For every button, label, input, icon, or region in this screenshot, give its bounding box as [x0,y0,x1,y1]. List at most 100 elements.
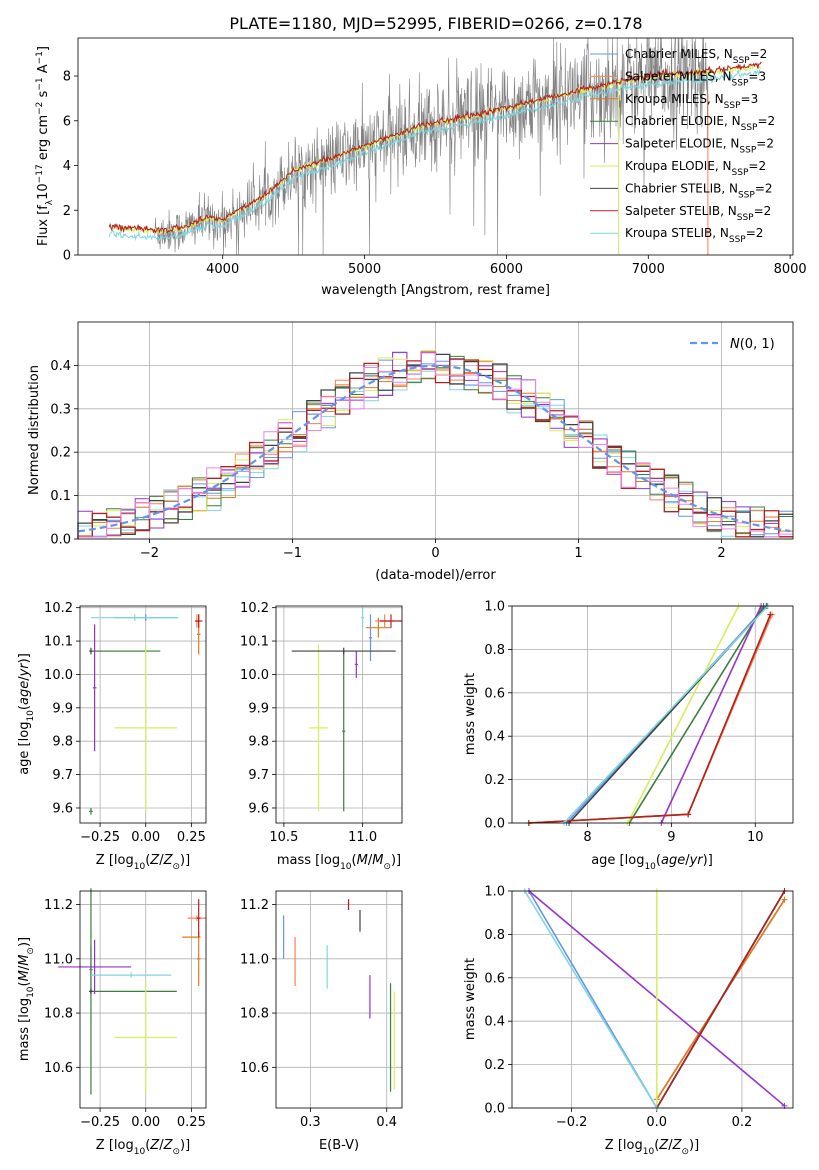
spectrum-ytick-label: 2 [63,204,71,219]
residuals-xlabel: (data-model)/error [375,568,496,583]
mass_vs_Z-xtick-label: 0.25 [177,1115,206,1130]
mass_vs_Z-xtick-label: 0.00 [131,1115,160,1130]
cum_mass_age-ytick-label: 0.6 [484,686,505,701]
legend-label: Kroupa STELIB, NSSP=2 [625,226,763,245]
mass_vs_Z-xtick-label: −0.25 [80,1115,120,1130]
residuals-ytick-label: 0.1 [50,489,71,504]
cum_mass_Z-ytick-label: 0.4 [484,1015,505,1030]
age_vs_Z-ytick-label: 9.6 [52,801,73,816]
spectrum-xtick-label: 7000 [632,262,665,277]
age_vs_mass-axes [272,606,402,827]
age_vs_Z-ytick-label: 10.0 [44,668,73,683]
cum-mass-age-xlabel: age [log10(age/yr)] [591,853,713,872]
cum_mass_age-marker [685,811,692,818]
legend-label: Chabrier ELODIE, NSSP=2 [625,114,775,133]
spectrum-ytick-label: 6 [63,114,71,129]
age_vs_mass-xtick-label: 11.0 [348,830,377,845]
cum_mass_Z-xtick-label: −0.2 [556,1115,588,1130]
residuals-ytick-label: 0.3 [50,402,71,417]
cum_mass_Z-frame [511,890,794,1109]
spectrum-xtick-label: 8000 [774,262,807,277]
histogram-series [77,352,793,539]
legend-label: Salpeter MILES, NSSP=3 [625,69,766,88]
age_vs_Z-ytick-label: 9.8 [52,735,73,750]
residuals-ytick-label: 0.0 [50,533,71,548]
cum_mass_Z-ytick-label: 0.2 [484,1058,505,1073]
age_vs_mass-ytick-label: 10.1 [240,635,269,650]
cum-mass-age-ylabel: mass weight [463,673,478,755]
mass_vs_Z-frame [79,890,207,1109]
age_vs_mass-ytick-label: 9.6 [248,801,269,816]
mass_vs_EBV-axes [272,891,402,1112]
age_vs_mass-ytick-label: 9.8 [248,735,269,750]
mass_vs_EBV-ytick-label: 11.2 [240,898,269,913]
cum_mass_age-series [528,614,773,824]
mass_vs_EBV-ytick-label: 11.0 [240,952,269,967]
cum_mass_age-xtick-label: 9 [667,830,675,845]
residuals-ylabel: Normed distribution [27,365,42,495]
residuals-ytick-label: 0.4 [50,359,71,374]
residuals-xtick-label: −1 [283,546,302,561]
legend-label: Chabrier MILES, NSSP=2 [625,47,767,66]
cum_mass_age-axes [508,605,793,827]
cum_mass_Z-series [656,890,786,1109]
cum_mass_age-ytick-label: 1.0 [484,600,505,615]
cum_mass_Z-ytick-label: 1.0 [484,885,505,900]
cum_mass_age-series [628,605,765,824]
age_vs_Z-axes [76,606,206,827]
spectrum-ytick-label: 8 [63,70,71,85]
cum_mass_Z-ytick-label: 0.6 [484,971,505,986]
age_vs_mass-xtick-label: 10.5 [269,830,298,845]
age_vs_mass-ytick-label: 9.9 [248,701,269,716]
age_vs_Z-ytick-label: 10.2 [44,601,73,616]
histogram-series [77,351,793,539]
cum_mass_Z-xtick-label: 0.0 [646,1115,667,1130]
age_vs_Z-xtick-label: 0.25 [177,830,206,845]
observed-spectrum-line [154,37,709,256]
cum-mass-Z-ylabel: mass weight [463,958,478,1040]
figure-title: PLATE=1180, MJD=52995, FIBERID=0266, z=0… [229,14,642,33]
spectrum-xtick-label: 4000 [206,262,239,277]
age-vs-Z-xlabel: Z [log10(Z/Z⊙)] [96,853,190,872]
age_vs_Z-frame [79,605,207,824]
age_vs_mass-ytick-label: 9.7 [248,768,269,783]
mass_vs_EBV-frame [275,890,403,1109]
residuals-xtick-label: −2 [140,546,159,561]
spectrum-xtick-label: 6000 [490,262,523,277]
residuals-xtick-label: 0 [431,546,439,561]
mass_vs_EBV-xtick-label: 0.3 [300,1115,321,1130]
model-spectrum-kroupa-stelib [108,68,762,243]
age_vs_Z-ytick-label: 10.1 [44,635,73,650]
cum_mass_Z-xtick-label: 0.2 [732,1115,753,1130]
cum_mass_age-ytick-label: 0.8 [484,643,505,658]
cum_mass_age-series [627,605,740,824]
legend-label: Salpeter ELODIE, NSSP=2 [625,137,774,156]
mass_vs_EBV-xtick-label: 0.4 [376,1115,397,1130]
cum_mass_Z-series [524,890,658,1109]
spectrum-xlabel: wavelength [Angstrom, rest frame] [321,283,550,298]
plots-layer: 4000 5000 6000 7000 8000 0 2 4 6 8 wavelength [Ang… [17,37,807,1157]
spectrum-ytick-label: 0 [63,249,71,264]
legend-label: Salpeter STELIB, NSSP=2 [625,204,771,223]
mass_vs_Z-ytick-label: 10.6 [44,1061,73,1076]
cum_mass_age-ytick-label: 0.0 [484,817,505,832]
cum_mass_Z-axes [508,890,793,1112]
mass_vs_EBV-ytick-label: 10.8 [240,1007,269,1022]
legend-label: N(0, 1) [730,337,775,352]
mass_vs_Z-ytick-label: 11.0 [44,952,73,967]
normal-curve [77,364,791,533]
age_vs_Z-xtick-label: −0.25 [80,830,120,845]
age_vs_mass-frame [275,605,403,824]
spectrum-frame [77,37,794,256]
cum_mass_age-ytick-label: 0.2 [484,773,505,788]
age-vs-Z-ylabel: age [log10(age/yr)] [17,653,36,775]
cum_mass_age-series [660,605,762,824]
cum_mass_Z-ytick-label: 0.0 [484,1102,505,1117]
cum_mass_Z-ytick-label: 0.8 [484,928,505,943]
cum_mass_age-frame [511,605,794,824]
model-spectrum-salpeter-stelib [108,61,762,234]
age_vs_mass-ytick-label: 10.2 [240,601,269,616]
spectrum-axes [74,75,791,259]
mass_vs_Z-ytick-label: 11.2 [44,898,73,913]
